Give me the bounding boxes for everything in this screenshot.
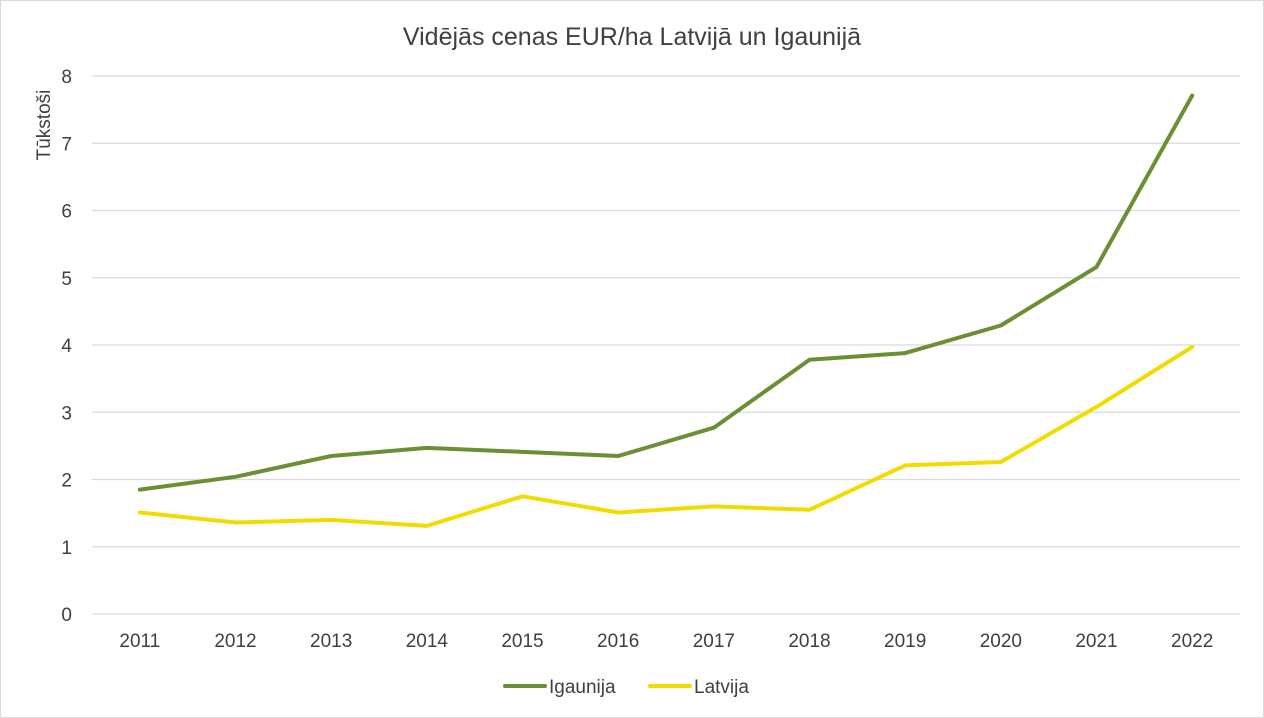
- y-tick-label: 0: [61, 605, 72, 626]
- series-line-igaunija: [137, 93, 1195, 492]
- x-tick-label: 2022: [1171, 631, 1213, 652]
- legend-label-latvija: Latvija: [694, 677, 749, 698]
- x-axis-ticks: 2011 2012 2013 2014 2015 2016 2017 2018 2019 2020…: [119, 631, 1213, 652]
- x-tick-label: 2011: [119, 631, 160, 652]
- x-tick-label: 2017: [693, 631, 735, 652]
- x-tick-label: 2016: [597, 631, 639, 652]
- x-tick-label: 2015: [501, 631, 543, 652]
- x-tick-label: 2019: [884, 631, 926, 652]
- x-tick-label: 2020: [980, 631, 1022, 652]
- y-axis-title: Tūkstoši: [34, 90, 55, 161]
- legend: Igaunija Latvija: [503, 677, 749, 698]
- y-tick-label: 1: [61, 538, 72, 559]
- series-lines: [137, 93, 1195, 528]
- y-axis-ticks: 0 1 2 3 4 5 6 7 8: [61, 67, 72, 626]
- x-tick-label: 2021: [1075, 631, 1117, 652]
- y-tick-label: 4: [61, 336, 72, 357]
- y-tick-label: 3: [61, 403, 72, 424]
- chart-title: Vidējās cenas EUR/ha Latvijā un Igaunijā: [403, 23, 861, 51]
- x-tick-label: 2014: [406, 631, 449, 652]
- y-tick-label: 7: [61, 134, 72, 155]
- legend-label-igaunija: Igaunija: [549, 677, 616, 698]
- gridlines: [92, 75, 1240, 615]
- y-tick-label: 2: [61, 471, 72, 492]
- y-tick-label: 6: [61, 202, 72, 223]
- series-line-latvija: [137, 345, 1195, 528]
- x-tick-label: 2012: [214, 631, 256, 652]
- x-tick-label: 2018: [788, 631, 830, 652]
- y-tick-label: 5: [61, 269, 72, 290]
- y-tick-label: 8: [61, 67, 72, 88]
- x-tick-label: 2013: [310, 631, 352, 652]
